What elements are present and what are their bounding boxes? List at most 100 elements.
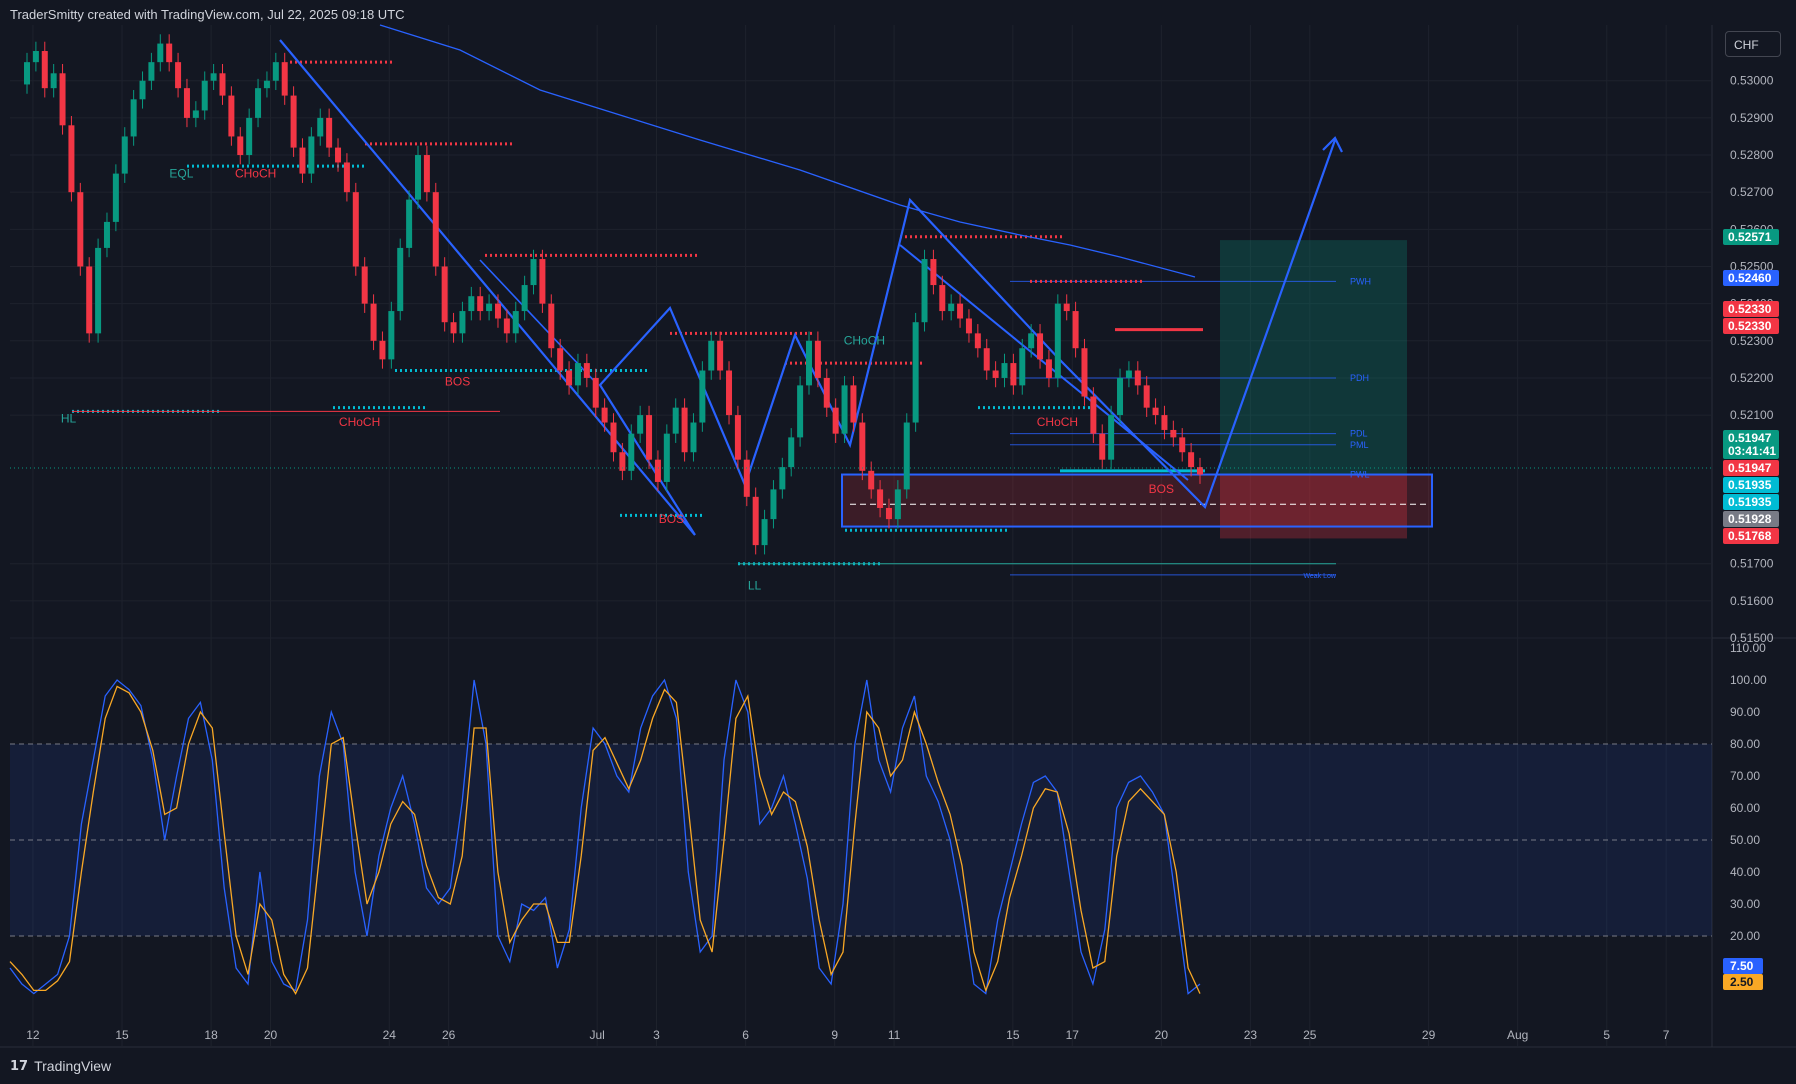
candle-body [139,80,146,100]
candle-body [974,333,981,349]
candle-body [1081,348,1088,397]
candle-body [290,95,297,148]
candle-body [868,470,875,490]
price-tick-label: 0.52700 [1730,185,1774,199]
candle-body [459,311,466,334]
time-tick-label: 23 [1244,1028,1258,1042]
candle-body [903,422,910,490]
candle-body [841,385,848,434]
price-tag-label: 0.51935 [1728,478,1772,492]
level-label: PDL [1350,429,1368,439]
structure-label: CHoCH [844,334,885,348]
candle-body [281,62,288,96]
candle-body [583,363,590,378]
candle-body [272,62,279,81]
take-profit-zone [1220,240,1407,475]
time-axis: 12 15 18 20 24 26 Jul 3 6 9 11 15 17 20 23 25 29 Aug 5 7 [26,1028,1670,1042]
candle-body [1117,377,1124,416]
candle-body [1108,415,1115,460]
candle-body [690,422,697,453]
stochastic-line [9,685,1201,995]
candle-body [823,377,830,408]
currency-selector[interactable]: CHF [1725,31,1781,57]
candle-body [326,117,333,148]
candle-body [477,296,484,312]
price-tag-label: 03:41:41 [1728,444,1776,458]
time-tick-label: 9 [831,1028,838,1042]
candle-body [1010,363,1017,386]
oscillator-tick-label: 80.00 [1730,737,1760,751]
stochastic-oscillator [9,678,1712,995]
candle-body [121,136,128,174]
candle-body [877,489,884,508]
candle-body [379,340,386,360]
candle-body [352,192,359,267]
candle-body [708,340,715,371]
candle-body [557,348,564,371]
time-tick-label: 29 [1422,1028,1436,1042]
price-tick-label: 0.52200 [1730,371,1774,385]
candle-body [503,318,510,334]
footer: 17 TradingView [10,1058,111,1074]
time-tick-label: 15 [1006,1028,1020,1042]
candle-body [983,348,990,371]
time-tick-label: 7 [1663,1028,1670,1042]
oscillator-tick-label: 100.00 [1730,673,1767,687]
candle-body [50,73,57,89]
candle-body [343,162,350,193]
candle-body [130,99,137,137]
price-tag [1723,443,1779,459]
candle-body [646,415,653,460]
candle-body [237,136,244,156]
annotations: EQL CHoCH HL CHoCH BOS CHoCH BOS LL CHoCH BOS PWH P… [61,166,1371,592]
candle-body [112,173,119,222]
time-tick-label: Jul [589,1028,604,1042]
candle-body [228,95,235,137]
candle-body [1028,333,1035,349]
candle-body [1197,467,1203,475]
structure-label: BOS [1149,482,1174,496]
level-label: PWH [1350,276,1371,286]
oscillator-tag [1723,958,1763,974]
trend-channel [899,244,1189,481]
candle-body [201,80,208,111]
structure-label: EQL [169,166,193,180]
oscillator-tag-label: 7.50 [1730,959,1754,973]
candle-body [1054,303,1061,378]
candle-body [335,147,342,163]
price-tick-label: 0.51600 [1730,594,1774,608]
price-chart[interactable]: EQL CHoCH HL CHoCH BOS CHoCH BOS LL CHoCH BOS PWH P… [0,0,1796,1050]
candle-body [957,303,964,319]
oscillator-tick-label: 30.00 [1730,897,1760,911]
price-tick-label: 0.51500 [1730,631,1774,645]
price-tick-label: 0.53000 [1730,74,1774,88]
candle-body [726,370,733,416]
stop-loss-zone [1220,474,1407,539]
candle-body [610,422,617,453]
oscillator-tick-label: 70.00 [1730,769,1760,783]
structure-label: CHoCH [339,415,380,429]
candle-body [219,73,226,96]
candle-body [930,259,937,286]
price-tick-label: 0.52300 [1730,334,1774,348]
candle-body [992,370,999,378]
oscillator-tick-label: 40.00 [1730,865,1760,879]
candle-body [1099,433,1106,460]
candle-body [574,363,581,386]
candle-body [1170,429,1177,438]
candle-body [157,43,164,63]
price-tag-label: 0.52330 [1728,319,1772,333]
candle-body [1134,370,1141,386]
candle-body [494,303,501,319]
candle-body [68,125,75,193]
time-tick-label: 11 [888,1028,901,1042]
candle-body [752,496,759,546]
candle-body [894,489,901,520]
stochastic-line [9,678,1201,995]
time-tick-label: 26 [442,1028,456,1042]
candle-body [255,88,262,118]
candle-body [779,467,786,490]
candle-body [192,110,199,118]
candle-body [672,407,679,434]
candle-body [246,117,253,156]
